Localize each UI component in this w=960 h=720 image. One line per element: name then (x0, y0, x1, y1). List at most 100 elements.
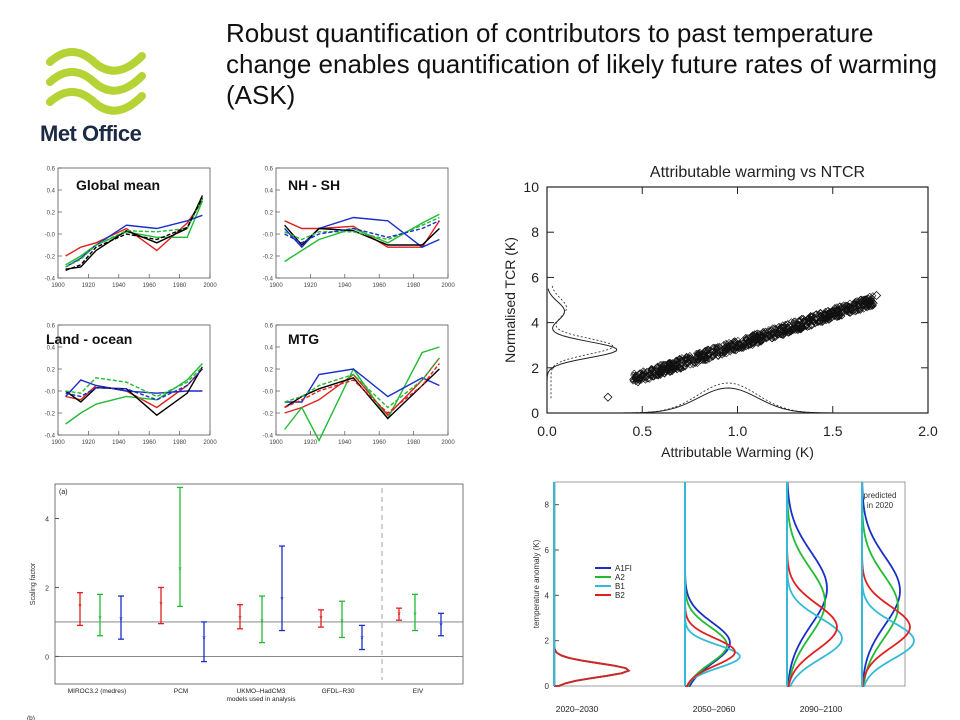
scatter-point (735, 340, 743, 348)
y-tick-label: 0.6 (47, 324, 56, 330)
y-axis-label: Scaling factor (30, 562, 37, 605)
scatter-point (702, 354, 710, 362)
series-line-5 (284, 220, 440, 244)
scatter-point (668, 366, 676, 374)
series-line-1 (284, 213, 440, 263)
scatter-point (664, 359, 672, 367)
x-tick-label: 1900 (269, 283, 283, 289)
scatter-point (701, 354, 709, 362)
x-tick-label: 2000 (441, 440, 455, 446)
x-tick-label: 1980 (173, 440, 187, 446)
scatter-point (797, 325, 805, 333)
scatter-point (806, 318, 814, 326)
scatter-point (869, 302, 877, 310)
y-tick-label: 0.6 (265, 167, 274, 173)
scatter-point (791, 323, 799, 331)
scatter-point (832, 304, 839, 312)
y-tick-label: 0.2 (265, 211, 274, 217)
scatter-point (652, 365, 660, 372)
outlier-point (603, 392, 613, 402)
scatter-point (678, 365, 685, 372)
scatter-point (647, 369, 655, 377)
scatter-point (781, 320, 789, 328)
scatter-point (775, 322, 783, 330)
best-estimate-marker: * (413, 610, 417, 620)
category-label: EIV (413, 688, 424, 695)
scatter-point (816, 309, 824, 317)
best-estimate-marker: * (98, 613, 102, 623)
scatter-point (851, 308, 859, 316)
scatter-point (647, 366, 655, 374)
scatter-point (779, 331, 787, 339)
x-tick-label: 1900 (51, 283, 65, 289)
y-tick-label: 8 (545, 501, 550, 510)
x-tick-label: 1980 (407, 283, 421, 289)
scatter-point (645, 375, 653, 383)
category-label: PCM (174, 688, 188, 695)
scaling-factor-chart: (a) 0 2 4 Scaling factor * * * * * * * * * * * * * * * MIROC… (27, 483, 464, 720)
panel-label: Land - ocean (46, 331, 132, 347)
scatter-point (650, 373, 658, 381)
scatter-point (696, 351, 704, 359)
scatter-point (711, 348, 719, 356)
scatter-point (787, 318, 795, 326)
y-tick-label: 6 (531, 269, 539, 285)
slide-title: Robust quantification of contributors to… (226, 18, 938, 110)
scatter-point (859, 299, 867, 306)
x-tick-label: 1920 (82, 440, 96, 446)
scatter-point (764, 327, 772, 335)
y-tick-label: 0 (545, 682, 550, 691)
scatter-point (855, 300, 862, 307)
scatter-point (803, 323, 811, 331)
series-line-0 (284, 357, 440, 417)
best-estimate-marker: * (178, 565, 182, 575)
pdf-curve-b1 (684, 482, 741, 687)
met-office-logo (46, 48, 146, 115)
next-panel-label: (b) (27, 715, 35, 720)
x-tick-label: 1960 (373, 440, 387, 446)
y-tick-label: -0.0 (45, 233, 56, 239)
panel-label: MTG (288, 331, 319, 347)
x-axis-label: Attributable Warming (K) (661, 444, 814, 460)
y-tick-label: 2 (45, 585, 49, 592)
scatter-point (730, 340, 738, 348)
legend-label: B2 (615, 591, 625, 600)
bottom-pdf-curve-dotted (604, 382, 890, 414)
best-estimate-marker: * (360, 634, 364, 644)
best-estimate-marker: * (202, 634, 206, 644)
scatter-point (844, 302, 852, 309)
scatter-point (844, 307, 852, 315)
panel-label: (a) (59, 489, 68, 496)
scatter-point (821, 307, 829, 315)
scatter-point (820, 315, 828, 323)
x-tick-label: 1900 (269, 440, 283, 446)
scatter-point (835, 313, 843, 321)
scatter-point (855, 306, 863, 314)
logo-text: Met Office (40, 121, 142, 146)
series-line-5 (65, 368, 203, 401)
plot-frame (275, 167, 449, 279)
x-tick-label: 1940 (338, 283, 352, 289)
scatter-point (701, 347, 709, 354)
y-tick-label: -0.2 (263, 255, 274, 261)
x-tick-label: 2.0 (918, 423, 938, 439)
scatter-point (673, 360, 681, 367)
scatter-point (817, 308, 824, 316)
scatter-point (797, 323, 805, 331)
scatter-point (629, 377, 637, 385)
legend-label: A1FI (615, 564, 632, 573)
scatter-point (674, 363, 681, 371)
x-tick-label: 1940 (112, 283, 126, 289)
series-line-2 (284, 216, 440, 249)
scatter-point (672, 356, 680, 364)
scatter-point (836, 302, 844, 310)
y-tick-label: 0 (531, 405, 539, 421)
scatter-point (859, 301, 867, 309)
scatter-point (702, 349, 709, 357)
scatter-point (696, 354, 704, 362)
x-tick-label: 1960 (373, 283, 387, 289)
x-tick-label: 1.5 (823, 423, 843, 439)
x-tick-label: 1980 (173, 283, 187, 289)
y-tick-label: -0.0 (263, 390, 274, 396)
